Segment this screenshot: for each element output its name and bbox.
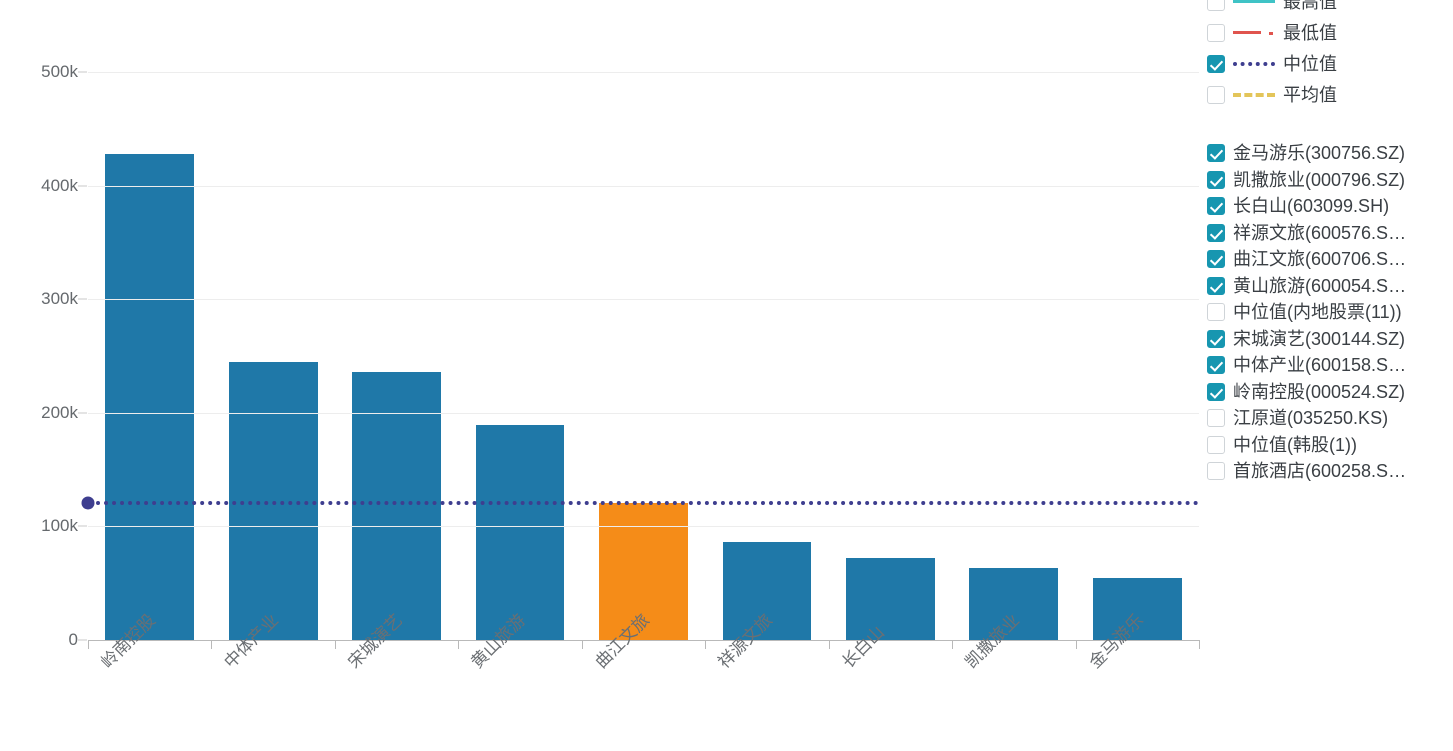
x-axis-line — [88, 640, 1199, 641]
y-axis-tick-label: 500k — [41, 62, 78, 81]
x-axis-tick-mark — [88, 640, 89, 649]
y-axis-tick-label: 0 — [68, 630, 78, 649]
y-axis-tick-mark — [78, 185, 87, 187]
legend-series-row[interactable]: 曲江文旅(600706.S… — [1207, 246, 1406, 273]
checkbox-checked-icon[interactable] — [1207, 144, 1225, 163]
checkbox-checked-icon[interactable] — [1207, 382, 1225, 401]
checkbox-unchecked-icon[interactable] — [1207, 409, 1225, 428]
legend-stat-label: 中位值 — [1283, 53, 1337, 74]
y-axis-tick-label: 400k — [41, 175, 78, 195]
plot-area — [81, 72, 1199, 640]
median-reference-line — [88, 500, 1199, 505]
checkbox-checked-icon[interactable] — [1207, 197, 1225, 216]
legend-panel: 最高值最低值中位值平均值 金马游乐(300756.SZ) 凯撒旅业(000796.… — [1207, 0, 1453, 751]
checkbox-unchecked-icon[interactable] — [1207, 0, 1225, 11]
legend-series-row[interactable]: 长白山(603099.SH) — [1207, 193, 1406, 220]
legend-stat-label: 平均值 — [1283, 84, 1337, 105]
legend-series-row[interactable]: 黄山旅游(600054.S… — [1207, 273, 1406, 300]
legend-stat-label: 最高值 — [1283, 0, 1337, 12]
bar-chart: 500k 400k 300k 200k 100k 0 岭南控股 中体产业 宋城演艺 黄山旅游 曲江… — [41, 62, 1200, 672]
legend-series-label: 长白山(603099.SH) — [1233, 196, 1390, 217]
y-axis-tick-mark — [78, 639, 87, 641]
bar[interactable] — [105, 153, 195, 640]
checkbox-checked-icon[interactable] — [1207, 54, 1225, 73]
legend-series-label: 黄山旅游(600054.S… — [1233, 275, 1407, 296]
checkbox-checked-icon[interactable] — [1207, 276, 1225, 295]
legend-series-row[interactable]: 首旅酒店(600258.S… — [1207, 458, 1406, 485]
checkbox-checked-icon[interactable] — [1207, 170, 1225, 189]
bar[interactable] — [352, 371, 442, 640]
legend-series-row[interactable]: 岭南控股(000524.SZ) — [1207, 379, 1406, 406]
legend-series-label: 凯撒旅业(000796.SZ) — [1233, 169, 1406, 190]
y-axis-tick-label: 100k — [41, 516, 78, 536]
checkbox-checked-icon[interactable] — [1207, 223, 1225, 242]
x-axis-tick-mark — [211, 640, 213, 649]
checkbox-unchecked-icon[interactable] — [1207, 85, 1225, 104]
legend-series-row[interactable]: 中体产业(600158.S… — [1207, 352, 1406, 379]
bar[interactable] — [722, 542, 812, 640]
legend-series-row[interactable]: 中位值(内地股票(11)) — [1207, 299, 1406, 326]
legend-stat-row[interactable]: 中位值 — [1207, 48, 1337, 79]
x-axis-tick-mark — [334, 640, 336, 649]
legend-series-label: 首旅酒店(600258.S… — [1233, 461, 1407, 482]
x-axis-tick-mark — [952, 640, 954, 649]
bar[interactable] — [969, 568, 1059, 640]
x-axis-tick-mark — [1199, 640, 1200, 649]
legend-series-label: 岭南控股(000524.SZ) — [1233, 381, 1406, 402]
legend-series-label: 中体产业(600158.S… — [1233, 355, 1407, 376]
y-axis-tick-label: 300k — [41, 289, 78, 309]
legend-series-row[interactable]: 宋城演艺(300144.SZ) — [1207, 326, 1406, 353]
y-axis-tick-label: 200k — [41, 402, 78, 422]
checkbox-checked-icon[interactable] — [1207, 250, 1225, 269]
bar[interactable] — [475, 425, 565, 640]
legend-stat-row[interactable]: 最低值 — [1207, 17, 1337, 48]
checkbox-unchecked-icon[interactable] — [1207, 23, 1225, 42]
bar[interactable] — [599, 502, 688, 640]
legend-series-row[interactable]: 祥源文旅(600576.S… — [1207, 220, 1406, 247]
gridline — [88, 185, 1199, 187]
legend-series-label: 金马游乐(300756.SZ) — [1233, 143, 1406, 164]
bar[interactable] — [845, 558, 935, 640]
x-axis-tick-mark — [705, 640, 707, 649]
x-axis-tick-mark — [1075, 640, 1077, 649]
gridline — [88, 412, 1199, 414]
legend-series-label: 江原道(035250.KS) — [1233, 408, 1389, 429]
y-axis-tick-mark — [78, 298, 87, 300]
x-axis-tick-mark — [828, 640, 830, 649]
legend-series-label: 祥源文旅(600576.S… — [1233, 222, 1407, 243]
legend-series-group: 金马游乐(300756.SZ) 凯撒旅业(000796.SZ) 长白山(603099… — [1207, 140, 1406, 485]
y-axis-tick-mark — [78, 525, 87, 527]
checkbox-unchecked-icon[interactable] — [1207, 462, 1225, 481]
checkbox-checked-icon[interactable] — [1207, 356, 1225, 375]
legend-series-label: 宋城演艺(300144.SZ) — [1233, 328, 1406, 349]
bar[interactable] — [1092, 577, 1182, 640]
x-axis-tick-mark — [581, 640, 583, 649]
y-axis-tick-mark — [78, 71, 87, 73]
legend-series-label: 中位值(内地股票(11)) — [1233, 302, 1402, 323]
legend-statistics-group: 最高值最低值中位值平均值 — [1207, 0, 1337, 110]
legend-stat-row[interactable]: 最高值 — [1207, 0, 1337, 17]
checkbox-unchecked-icon[interactable] — [1207, 435, 1225, 454]
x-axis-tick-mark — [458, 640, 460, 649]
legend-series-row[interactable]: 金马游乐(300756.SZ) — [1207, 140, 1406, 167]
y-axis-tick-mark — [78, 412, 87, 414]
gridline — [88, 299, 1199, 301]
legend-stat-label: 最低值 — [1283, 22, 1337, 43]
median-marker-dot — [81, 496, 95, 510]
legend-series-row[interactable]: 凯撒旅业(000796.SZ) — [1207, 167, 1406, 194]
gridline — [88, 526, 1199, 528]
checkbox-unchecked-icon[interactable] — [1207, 303, 1225, 322]
legend-series-row[interactable]: 江原道(035250.KS) — [1207, 405, 1406, 432]
gridline — [88, 72, 1199, 73]
checkbox-checked-icon[interactable] — [1207, 329, 1225, 348]
legend-series-label: 曲江文旅(600706.S… — [1233, 249, 1407, 270]
legend-series-label: 中位值(韩股(1)) — [1233, 434, 1357, 455]
legend-stat-row[interactable]: 平均值 — [1207, 79, 1337, 110]
legend-series-row[interactable]: 中位值(韩股(1)) — [1207, 432, 1406, 459]
